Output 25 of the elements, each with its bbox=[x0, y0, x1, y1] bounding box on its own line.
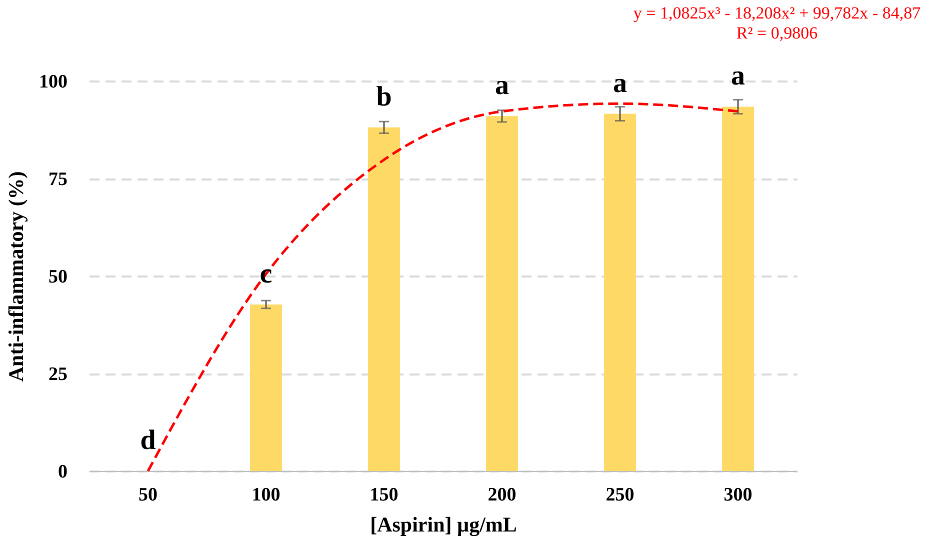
y-tick-label: 75 bbox=[48, 169, 68, 190]
text: y = 1,0825x³ - 18,208x² + 99,782x - 84,87 bbox=[633, 4, 922, 23]
annotation: a bbox=[495, 70, 509, 102]
bar bbox=[722, 106, 754, 471]
annotation: d bbox=[140, 425, 156, 456]
bar bbox=[250, 304, 282, 471]
y-tick-label: 100 bbox=[39, 72, 68, 92]
annotation: a bbox=[613, 68, 627, 99]
text: R² = 0,9806 bbox=[736, 24, 818, 43]
bar bbox=[604, 114, 636, 471]
x-tick-label: 150 bbox=[370, 484, 398, 506]
x-tick-label: 200 bbox=[488, 484, 516, 506]
y-tick-label: 25 bbox=[48, 364, 68, 385]
y-axis-title: Anti-inflammatory (%) bbox=[4, 171, 28, 382]
bar bbox=[368, 127, 400, 471]
bar bbox=[486, 116, 518, 471]
x-tick-label: 100 bbox=[252, 484, 280, 506]
x-tick-label: 300 bbox=[724, 484, 752, 506]
x-tick-label: 50 bbox=[138, 484, 158, 506]
y-tick-label: 0 bbox=[58, 462, 68, 482]
y-tick-label: 50 bbox=[48, 266, 68, 288]
x-tick-label: 250 bbox=[606, 484, 634, 506]
x-axis-title: [Aspirin] µg/mL bbox=[370, 512, 517, 536]
annotation: a bbox=[731, 60, 745, 92]
annotation: b bbox=[376, 81, 392, 112]
